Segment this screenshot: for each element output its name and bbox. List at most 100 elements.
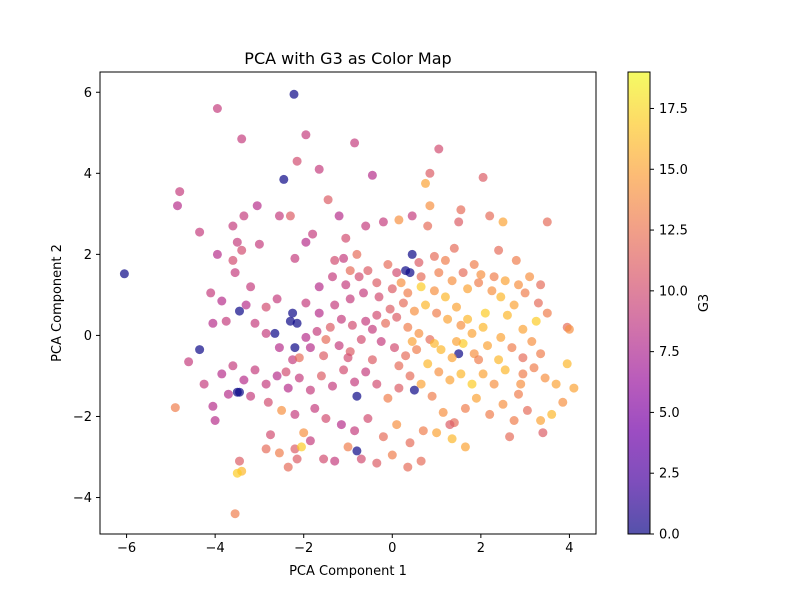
scatter-point (290, 343, 300, 353)
scatter-point (208, 318, 218, 328)
scatter-point (173, 201, 182, 211)
scatter-point (285, 211, 295, 221)
scatter-point (239, 211, 249, 221)
scatter-point (496, 332, 506, 342)
scatter-point (445, 375, 455, 385)
scatter-point (308, 229, 318, 239)
scatter-point (518, 369, 528, 379)
scatter-point (266, 430, 275, 440)
scatter-point (429, 286, 439, 296)
scatter-point (454, 349, 464, 359)
scatter-point (496, 292, 506, 302)
colorbar-tick-label: 10.0 (659, 284, 688, 299)
scatter-point (527, 337, 537, 346)
y-axis-label: PCA Component 2 (50, 244, 65, 362)
scatter-point (339, 365, 349, 375)
scatter-point (533, 298, 543, 308)
scatter-point (474, 278, 484, 288)
scatter-point (427, 391, 437, 401)
y-tick-label: −2 (73, 410, 92, 425)
scatter-point (489, 379, 499, 389)
scatter-point (232, 237, 242, 247)
scatter-point (423, 359, 433, 369)
scatter-point (254, 239, 264, 249)
scatter-point (230, 268, 240, 278)
scatter-point (261, 302, 271, 312)
scatter-point (334, 341, 344, 351)
colorbar-tick-label: 7.5 (659, 345, 680, 360)
scatter-point (502, 310, 512, 320)
scatter-point (392, 312, 402, 322)
scatter-point (396, 278, 406, 288)
colorbar: 0.0 2.5 5.0 7.5 10.0 12.5 15.0 17.5 G3 (627, 71, 712, 543)
scatter-point (252, 201, 262, 211)
scatter-point (409, 385, 419, 395)
scatter-point (292, 318, 302, 328)
scatter-point (274, 448, 284, 458)
scatter-point (398, 298, 408, 308)
scatter-point (516, 379, 526, 389)
scatter-point (325, 322, 335, 332)
scatter-point (330, 255, 340, 265)
scatter-point (323, 195, 333, 205)
scatter-point (288, 308, 298, 318)
scatter-point (239, 375, 249, 385)
scatter-point (474, 355, 484, 365)
points-layer (119, 89, 579, 519)
scatter-point (294, 353, 304, 363)
scatter-point (206, 288, 216, 298)
scatter-point (440, 292, 450, 302)
scatter-point (297, 442, 306, 452)
scatter-point (343, 442, 353, 452)
x-tick-label: −6 (117, 541, 136, 556)
scatter-point (356, 335, 366, 344)
scatter-point (418, 426, 428, 436)
colorbar-tick-label: 2.5 (659, 467, 680, 482)
scatter-point (314, 282, 324, 292)
scatter-point (263, 397, 273, 407)
scatter-point (372, 278, 382, 288)
scatter-point (279, 174, 289, 184)
scatter-point (518, 324, 528, 334)
colorbar-tick-label: 17.5 (659, 102, 688, 117)
scatter-point (195, 345, 205, 355)
scatter-point (235, 387, 244, 397)
colorbar-ticks: 0.0 2.5 5.0 7.5 10.0 12.5 15.0 17.5 (650, 102, 688, 543)
scatter-point (403, 288, 413, 298)
scatter-point (540, 373, 550, 383)
scatter-point (212, 249, 222, 259)
scatter-point (305, 385, 315, 395)
scatter-point (381, 318, 391, 328)
scatter-point (432, 428, 442, 438)
scatter-point (356, 454, 366, 464)
chart-title: PCA with G3 as Color Map (244, 49, 451, 68)
y-tick-label: 4 (84, 167, 92, 182)
scatter-point (184, 357, 194, 367)
scatter-point (476, 270, 486, 280)
scatter-point (403, 322, 413, 332)
scatter-point (478, 369, 488, 379)
scatter-point (469, 260, 479, 269)
scatter-point (376, 337, 386, 346)
scatter-point (237, 134, 247, 144)
scatter-point (452, 337, 461, 346)
x-axis: −6 −4 −2 0 2 4 (117, 534, 574, 556)
scatter-point (500, 276, 510, 286)
scatter-point (447, 434, 457, 444)
scatter-point (522, 405, 532, 415)
scatter-point (498, 399, 508, 409)
colorbar-label: G3 (697, 294, 712, 312)
scatter-point (363, 414, 373, 423)
scatter-point (538, 428, 548, 438)
scatter-point (277, 405, 287, 415)
scatter-point (436, 345, 446, 355)
scatter-point (270, 328, 280, 338)
scatter-point (498, 217, 508, 227)
y-tick-label: 6 (84, 86, 92, 101)
scatter-point (372, 458, 382, 468)
scatter-point (290, 253, 300, 263)
scatter-point (500, 365, 510, 375)
scatter-point (407, 249, 417, 259)
scatter-point (345, 266, 355, 276)
